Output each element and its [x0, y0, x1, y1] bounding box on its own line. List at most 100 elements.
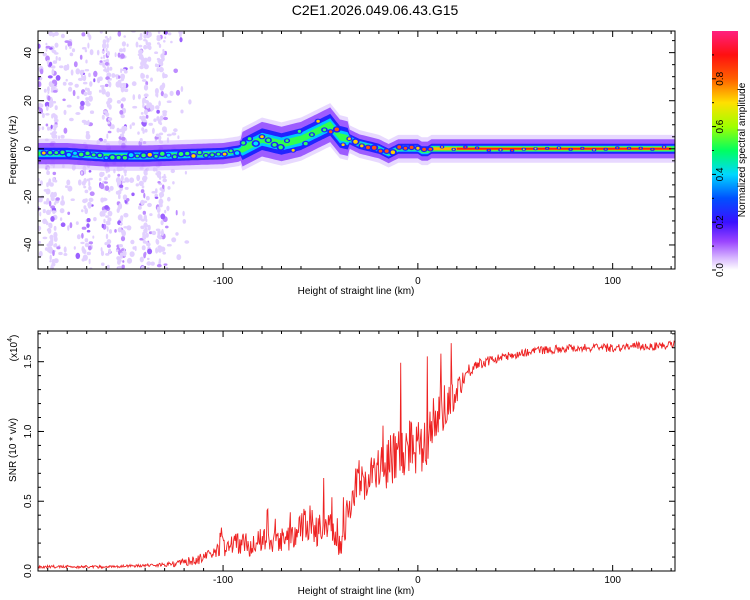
noise-dot [98, 76, 103, 81]
noise-dot [122, 47, 126, 53]
noise-dot [122, 250, 127, 257]
noise-dot [155, 247, 159, 254]
signal-blob [310, 133, 314, 137]
signal-blob [511, 149, 514, 152]
noise-dot [116, 127, 120, 133]
noise-dot [41, 126, 45, 131]
signal-blob [216, 152, 221, 156]
noise-dot [102, 39, 107, 45]
noise-dot [60, 134, 65, 139]
noise-dot [89, 49, 94, 56]
noise-dot [81, 246, 85, 253]
noise-dot [107, 79, 110, 84]
noise-dot [101, 114, 105, 120]
signal-blob [639, 147, 642, 150]
x-tick-label: -100 [213, 575, 233, 586]
noise-dot [85, 132, 90, 139]
noise-dot [105, 220, 111, 226]
noise-dot [162, 50, 165, 55]
noise-dot [84, 198, 88, 203]
noise-dot [38, 197, 43, 203]
noise-dot [173, 128, 178, 133]
noise-dot [42, 218, 48, 225]
noise-dot [135, 41, 139, 48]
noise-dot [92, 235, 95, 239]
noise-dot [128, 226, 132, 231]
noise-dot [100, 56, 103, 60]
snr-axes: -100 0 100 0.0 0.5 1.0 1.5 [23, 331, 675, 586]
signal-blob [66, 153, 71, 157]
noise-dot [120, 114, 125, 119]
signal-blob [110, 155, 115, 160]
noise-dot [118, 194, 121, 200]
noise-dot [163, 116, 168, 121]
noise-dot [88, 241, 94, 245]
signal-blob [204, 154, 208, 157]
noise-dot [53, 114, 58, 120]
colorbar-tick-label: 0.4 [715, 167, 726, 181]
noise-dot [121, 127, 126, 135]
snr-y-multiplier-text: (x104) [7, 335, 20, 362]
noise-dot [138, 55, 143, 60]
noise-dot [98, 177, 102, 182]
noise-dot [46, 59, 50, 65]
noise-dot [71, 48, 76, 53]
noise-dot [119, 110, 124, 115]
noise-dot [45, 188, 51, 195]
signal-blob [390, 150, 396, 155]
noise-dot [104, 181, 108, 184]
noise-dot [163, 40, 166, 43]
noise-dot [159, 187, 163, 191]
signal-blob [546, 147, 549, 150]
noise-dot [166, 243, 172, 247]
y-tick-label: 0.5 [23, 494, 34, 508]
signal-blob [522, 148, 525, 151]
noise-dot [51, 68, 55, 75]
y-tick-label: -20 [23, 189, 34, 204]
noise-dot [121, 248, 125, 252]
noise-dot [158, 66, 164, 73]
noise-dot [52, 79, 57, 84]
noise-dot [160, 220, 164, 226]
signal-blob [499, 149, 502, 151]
noise-dot [159, 199, 162, 206]
noise-dot [180, 109, 184, 114]
signal-blob [291, 148, 295, 152]
noise-dot [50, 216, 55, 222]
noise-dot [43, 88, 47, 93]
noise-dot [145, 81, 149, 86]
noise-dot [48, 101, 53, 109]
noise-dot [140, 112, 144, 115]
noise-dot [66, 104, 72, 108]
noise-dot [55, 55, 58, 61]
colorbar-gradient [712, 31, 738, 270]
noise-dot [103, 218, 106, 224]
noise-dot [120, 103, 124, 109]
noise-dot [38, 240, 42, 244]
noise-dot [124, 172, 127, 177]
signal-blob [616, 146, 619, 149]
signal-blob [452, 148, 455, 151]
noise-dot [49, 254, 52, 261]
noise-dot [102, 62, 106, 68]
noise-dot [58, 251, 63, 256]
y-tick-label: 0.0 [23, 564, 34, 578]
noise-dot [56, 246, 61, 250]
noise-dot [79, 54, 83, 60]
spectrogram-frame [37, 30, 676, 270]
noise-dot [150, 261, 155, 266]
noise-dot [107, 174, 111, 178]
noise-dot [105, 76, 110, 81]
noise-dot [38, 250, 43, 257]
x-tick-label: 0 [415, 575, 421, 586]
noise-dot [65, 185, 69, 189]
signal-blob [297, 129, 302, 133]
noise-dot [119, 222, 123, 226]
noise-dot [109, 66, 113, 71]
noise-dot [38, 43, 41, 49]
noise-dot [83, 91, 88, 97]
noise-dot [106, 43, 109, 49]
noise-dot [81, 226, 87, 230]
noise-dot [109, 185, 114, 191]
noise-dot [43, 201, 47, 205]
